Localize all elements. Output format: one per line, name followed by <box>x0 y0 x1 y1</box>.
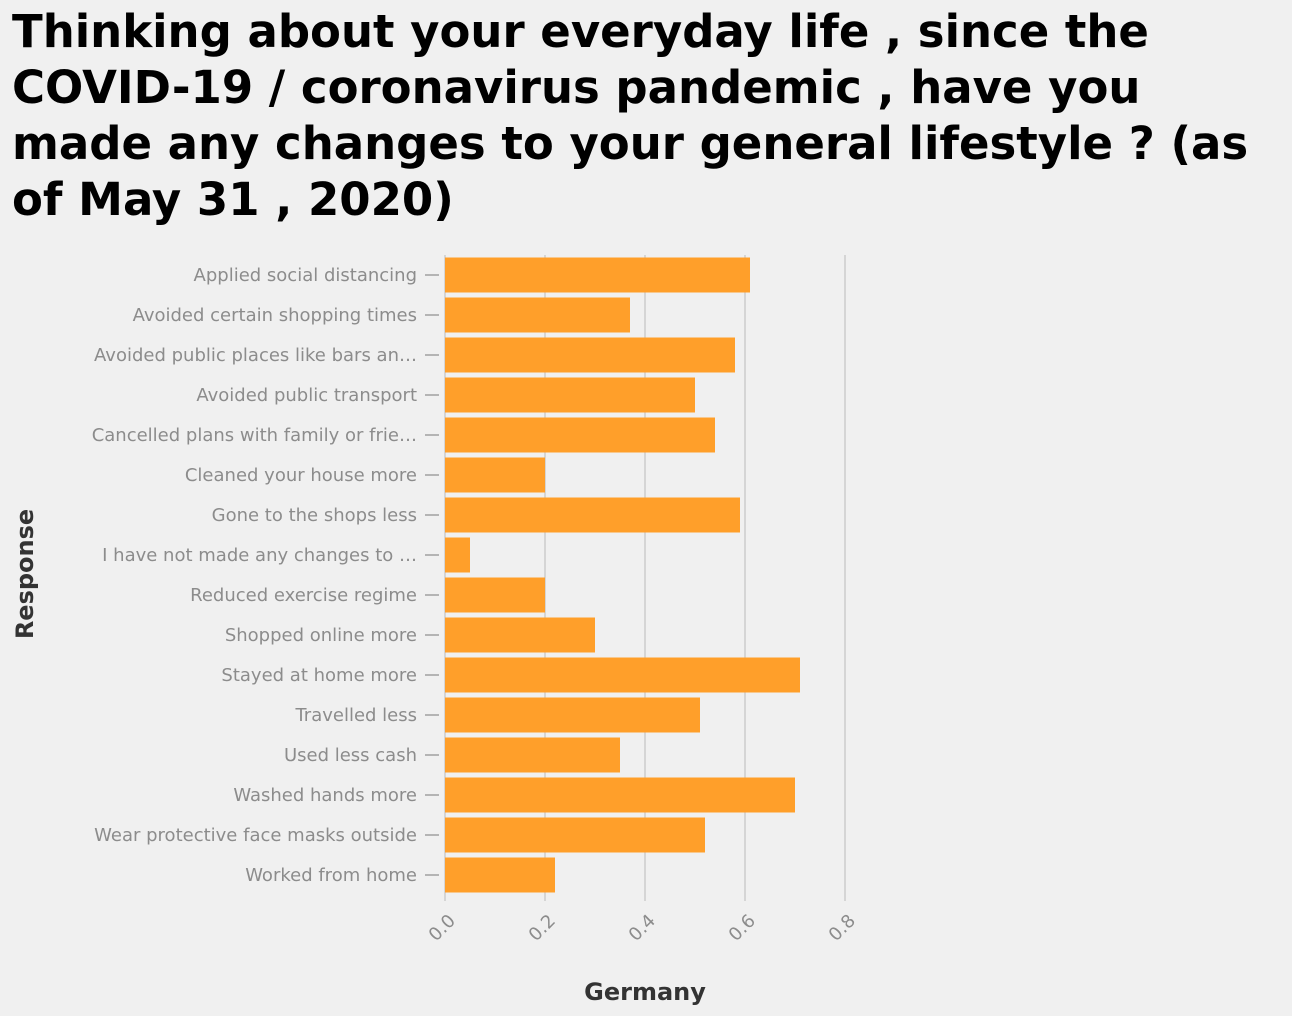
x-tick-label: 0.2 <box>525 911 560 946</box>
y-tick-label: Travelled less <box>294 705 417 726</box>
bar <box>445 258 750 293</box>
y-tick-label: Worked from home <box>245 865 417 886</box>
bar <box>445 338 735 373</box>
y-tick-label: Avoided public places like bars an… <box>94 345 417 366</box>
y-tick-label: Applied social distancing <box>194 265 417 286</box>
y-tick-label: Avoided certain shopping times <box>133 305 417 326</box>
bar <box>445 658 800 693</box>
y-axis-title: Response <box>11 509 39 639</box>
x-tick-label: 0.4 <box>625 911 660 946</box>
bar <box>445 418 715 453</box>
y-tick-label: Gone to the shops less <box>212 505 417 526</box>
bar <box>445 298 630 333</box>
bar <box>445 778 795 813</box>
y-tick-label: Shopped online more <box>225 625 417 646</box>
bar <box>445 458 545 493</box>
y-tick-label: Reduced exercise regime <box>190 585 417 606</box>
y-tick-label: Avoided public transport <box>196 385 417 406</box>
bar <box>445 498 740 533</box>
y-tick-label: Stayed at home more <box>221 665 417 686</box>
x-tick-label: 0.6 <box>725 911 760 946</box>
y-tick-label: Wear protective face masks outside <box>94 825 417 846</box>
bars <box>445 258 800 893</box>
bar <box>445 818 705 853</box>
y-tick-label: Cancelled plans with family or frie… <box>92 425 417 446</box>
bar <box>445 618 595 653</box>
bar <box>445 578 545 613</box>
x-tick-label: 0.8 <box>825 911 860 946</box>
bar <box>445 698 700 733</box>
y-tick-label: I have not made any changes to … <box>102 545 417 566</box>
y-tick-label: Cleaned your house more <box>185 465 417 486</box>
bar <box>445 378 695 413</box>
x-tick-label: 0.0 <box>425 911 460 946</box>
y-tick-label: Washed hands more <box>233 785 417 806</box>
x-axis-title: Germany <box>584 978 706 1006</box>
y-tick-label: Used less cash <box>284 745 417 766</box>
bar <box>445 858 555 893</box>
bar <box>445 538 470 573</box>
bar <box>445 738 620 773</box>
